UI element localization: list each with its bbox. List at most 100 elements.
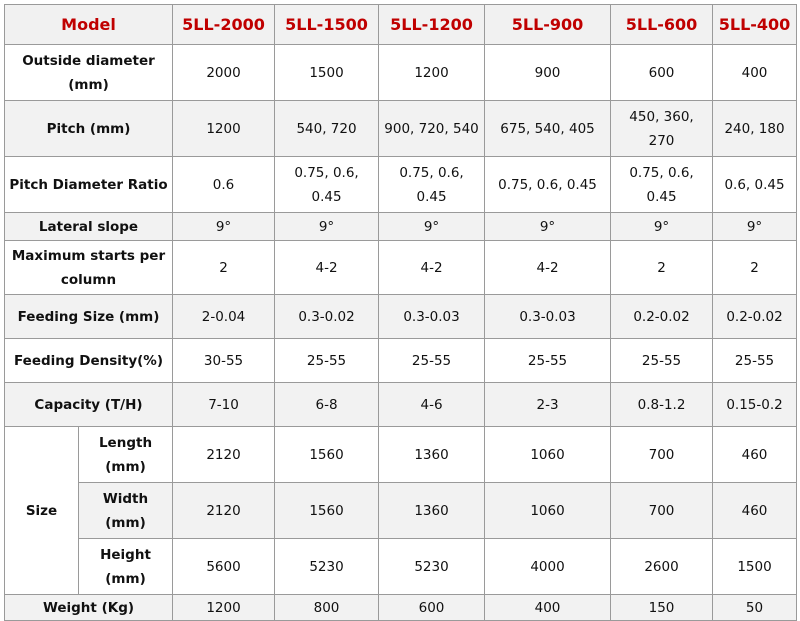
table-cell: 9°	[712, 212, 798, 241]
table-cell: 540, 720	[274, 100, 380, 157]
table-cell: 4-2	[378, 240, 486, 295]
table-cell: 0.6, 0.45	[712, 156, 798, 213]
table-cell: 900, 720, 540	[378, 100, 486, 157]
sub-row-label: Height (mm)	[77, 538, 174, 595]
table-cell: 600	[610, 44, 714, 101]
table-cell: 1060	[484, 482, 612, 539]
table-cell: 800	[274, 594, 380, 621]
model-col-header: 5LL-2000	[172, 4, 276, 45]
table-row-outside-diameter: Outside diameter (mm) 2000 1500 1200 900…	[3, 44, 798, 101]
table-row-lateral-slope: Lateral slope 9° 9° 9° 9° 9° 9°	[3, 212, 798, 241]
table-cell: 1560	[274, 482, 380, 539]
table-cell: 1060	[484, 426, 612, 483]
table-cell: 25-55	[378, 338, 486, 383]
table-row-size-height: Height (mm) 5600 5230 5230 4000 2600 150…	[5, 538, 798, 595]
table-cell: 25-55	[610, 338, 714, 383]
table-cell: 675, 540, 405	[484, 100, 612, 157]
table-cell: 1200	[378, 44, 486, 101]
row-label: Lateral slope	[3, 212, 174, 241]
table-cell: 1500	[712, 538, 798, 595]
table-cell: 1200	[172, 100, 276, 157]
table-cell: 0.3-0.02	[274, 294, 380, 339]
table-cell: 6-8	[274, 382, 380, 427]
table-cell: 4-2	[274, 240, 380, 295]
row-label: Feeding Density(%)	[3, 338, 174, 383]
table-cell: 700	[610, 482, 714, 539]
table-cell: 600	[378, 594, 486, 621]
model-header: Model	[3, 4, 174, 45]
table-row-size-length: Size Length (mm) 2120 1560 1360 1060 700…	[4, 426, 798, 595]
table-cell: 7-10	[172, 382, 276, 427]
table-cell: 1360	[378, 482, 486, 539]
table-cell: 9°	[378, 212, 486, 241]
table-cell: 700	[610, 426, 714, 483]
table-cell: 0.3-0.03	[484, 294, 612, 339]
table-row-feeding-density: Feeding Density(%) 30-55 25-55 25-55 25-…	[3, 338, 798, 383]
table-cell: 400	[484, 594, 612, 621]
table-cell: 4-2	[484, 240, 612, 295]
table-cell: 0.15-0.2	[712, 382, 798, 427]
model-col-header: 5LL-600	[610, 4, 714, 45]
table-cell: 1560	[274, 426, 380, 483]
table-cell: 30-55	[172, 338, 276, 383]
sub-row-label: Width (mm)	[77, 482, 174, 539]
table-cell: 0.2-0.02	[610, 294, 714, 339]
table-cell: 9°	[172, 212, 276, 241]
table-row-pitch: Pitch (mm) 1200 540, 720 900, 720, 540 6…	[3, 100, 798, 157]
table-cell: 25-55	[274, 338, 380, 383]
table-cell: 9°	[610, 212, 714, 241]
table-row-pitch-diameter-ratio: Pitch Diameter Ratio 0.6 0.75, 0.6, 0.45…	[3, 156, 798, 213]
table-cell: 25-55	[484, 338, 612, 383]
table-cell: 5230	[378, 538, 486, 595]
row-label-size: Size	[4, 426, 79, 595]
table-row-size-width: Width (mm) 2120 1560 1360 1060 700 460	[5, 482, 798, 539]
model-col-header: 5LL-1500	[274, 4, 380, 45]
table-row-feeding-size: Feeding Size (mm) 2-0.04 0.3-0.02 0.3-0.…	[3, 294, 798, 339]
table-cell: 0.8-1.2	[610, 382, 714, 427]
table-cell: 400	[712, 44, 798, 101]
table-cell: 2120	[172, 426, 276, 483]
table-cell: 50	[712, 594, 798, 621]
row-label: Maximum starts per column	[3, 240, 174, 295]
table-cell: 2-3	[484, 382, 612, 427]
model-col-header: 5LL-400	[712, 4, 798, 45]
table-cell: 2000	[172, 44, 276, 101]
spec-table: Model 5LL-2000 5LL-1500 5LL-1200 5LL-900…	[3, 4, 798, 621]
table-cell: 2600	[610, 538, 714, 595]
table-cell: 450, 360, 270	[610, 100, 714, 157]
table-cell: 460	[712, 426, 798, 483]
header-row: Model 5LL-2000 5LL-1500 5LL-1200 5LL-900…	[3, 4, 798, 45]
table-cell: 2	[172, 240, 276, 295]
table-cell: 900	[484, 44, 612, 101]
table-cell: 1500	[274, 44, 380, 101]
sub-row-label: Length (mm)	[77, 426, 174, 483]
row-label: Outside diameter (mm)	[3, 44, 174, 101]
table-row-capacity: Capacity (T/H) 7-10 6-8 4-6 2-3 0.8-1.2 …	[3, 382, 798, 427]
table-cell: 9°	[484, 212, 612, 241]
table-cell: 0.75, 0.6, 0.45	[484, 156, 612, 213]
model-col-header: 5LL-900	[484, 4, 612, 45]
row-label: Capacity (T/H)	[3, 382, 174, 427]
table-row-weight: Weight (Kg) 1200 800 600 400 150 50	[3, 594, 798, 621]
table-cell: 4-6	[378, 382, 486, 427]
row-label: Weight (Kg)	[3, 594, 174, 621]
table-cell: 25-55	[712, 338, 798, 383]
table-cell: 0.75, 0.6, 0.45	[610, 156, 714, 213]
table-cell: 2120	[172, 482, 276, 539]
row-label: Pitch Diameter Ratio	[3, 156, 174, 213]
table-row-max-starts: Maximum starts per column 2 4-2 4-2 4-2 …	[3, 240, 798, 295]
model-col-header: 5LL-1200	[378, 4, 486, 45]
table-cell: 1360	[378, 426, 486, 483]
table-cell: 0.6	[172, 156, 276, 213]
table-cell: 240, 180	[712, 100, 798, 157]
table-cell: 0.75, 0.6, 0.45	[378, 156, 486, 213]
table-cell: 2	[610, 240, 714, 295]
table-cell: 0.2-0.02	[712, 294, 798, 339]
table-cell: 4000	[484, 538, 612, 595]
row-label: Feeding Size (mm)	[3, 294, 174, 339]
table-cell: 5600	[172, 538, 276, 595]
table-cell: 2	[712, 240, 798, 295]
table-cell: 0.3-0.03	[378, 294, 486, 339]
table-cell: 1200	[172, 594, 276, 621]
table-cell: 5230	[274, 538, 380, 595]
